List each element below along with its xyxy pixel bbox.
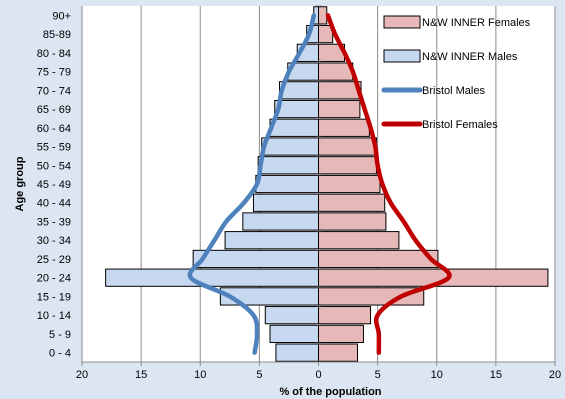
y-tick-label-4: 20 - 24 — [37, 273, 71, 285]
bar-n-w-inner-males-9 — [255, 174, 319, 194]
bar-n-w-inner-females-8 — [318, 193, 386, 212]
legend-label-n-w-inner-females: N&W INNER Females — [422, 17, 531, 29]
bar-n-w-inner-males-10 — [257, 156, 320, 175]
bar-n-w-inner-females-12 — [318, 118, 370, 137]
x-tick-label-1: 15 — [135, 369, 147, 381]
x-tick-label-6: 10 — [431, 369, 443, 381]
legend-swatch-n-w-inner-males — [383, 49, 421, 63]
bar-n-w-inner-females-1 — [318, 324, 364, 344]
bar-n-w-inner-females-6 — [318, 231, 400, 250]
bar-n-w-inner-females-15 — [318, 62, 354, 81]
bar-n-w-inner-females-18 — [318, 6, 328, 25]
y-tick-label-7: 35 - 39 — [37, 216, 71, 228]
x-tick-label-5: 5 — [375, 369, 381, 381]
line-bristol-females — [325, 13, 452, 355]
bar-n-w-inner-females-3 — [318, 287, 425, 306]
legend-swatch-n-w-inner-females — [383, 15, 421, 29]
x-axis-title: % of the population — [279, 386, 381, 398]
bar-n-w-inner-females-11 — [318, 137, 377, 156]
x-tick-label-0: 20 — [76, 369, 88, 381]
bar-n-w-inner-females-13 — [318, 99, 361, 119]
legend-label-bristol-females: Bristol Females — [422, 119, 498, 131]
bar-n-w-inner-females-7 — [318, 212, 387, 231]
y-tick-label-10: 50 - 54 — [37, 160, 71, 172]
y-tick-label-9: 45 - 49 — [37, 179, 71, 191]
y-tick-label-6: 30 - 34 — [37, 235, 71, 247]
bar-n-w-inner-males-4 — [105, 268, 320, 287]
y-tick-label-16: 80 - 84 — [37, 48, 71, 60]
x-tick-label-2: 10 — [194, 369, 206, 381]
bar-n-w-inner-males-1 — [269, 324, 319, 344]
bar-n-w-inner-males-12 — [269, 118, 319, 137]
bar-n-w-inner-females-9 — [318, 174, 381, 194]
bar-n-w-inner-males-14 — [278, 81, 320, 100]
x-tick-label-7: 15 — [490, 369, 502, 381]
bar-n-w-inner-females-5 — [318, 249, 439, 269]
x-tick-label-4: 0 — [315, 369, 321, 381]
y-tick-label-1: 5 - 9 — [49, 329, 71, 341]
y-axis-title: Age group — [14, 156, 26, 211]
y-tick-label-2: 10 - 14 — [37, 310, 71, 322]
y-tick-label-14: 70 - 74 — [37, 85, 71, 97]
bar-n-w-inner-males-3 — [219, 287, 319, 306]
y-tick-label-18: 90+ — [52, 10, 71, 22]
x-tick-label-3: 5 — [256, 369, 262, 381]
y-tick-label-3: 15 - 19 — [37, 291, 71, 303]
y-tick-label-17: 85-89 — [43, 29, 71, 41]
y-tick-label-12: 60 - 64 — [37, 123, 71, 135]
bar-n-w-inner-females-0 — [318, 343, 359, 362]
bar-n-w-inner-females-2 — [318, 306, 372, 325]
bar-n-w-inner-males-5 — [192, 249, 319, 269]
bar-n-w-inner-females-10 — [318, 156, 377, 175]
bar-n-w-inner-males-11 — [261, 137, 319, 156]
bar-n-w-inner-males-0 — [275, 343, 319, 362]
line-bristol-males — [187, 13, 317, 355]
y-tick-label-15: 75 - 79 — [37, 67, 71, 79]
y-tick-label-11: 55 - 59 — [37, 142, 71, 154]
x-tick-label-8: 20 — [549, 369, 561, 381]
bar-n-w-inner-males-2 — [264, 306, 320, 325]
y-tick-label-13: 65 - 69 — [37, 104, 71, 116]
legend-label-bristol-males: Bristol Males — [422, 85, 485, 97]
y-tick-label-5: 25 - 29 — [37, 254, 71, 266]
bar-n-w-inner-males-7 — [242, 212, 320, 231]
y-tick-label-8: 40 - 44 — [37, 198, 71, 210]
bar-n-w-inner-males-8 — [252, 193, 319, 212]
y-tick-label-0: 0 - 4 — [49, 348, 71, 360]
bar-n-w-inner-males-13 — [274, 99, 319, 119]
legend-label-n-w-inner-males: N&W INNER Males — [422, 51, 518, 63]
bar-n-w-inner-males-6 — [224, 231, 320, 250]
